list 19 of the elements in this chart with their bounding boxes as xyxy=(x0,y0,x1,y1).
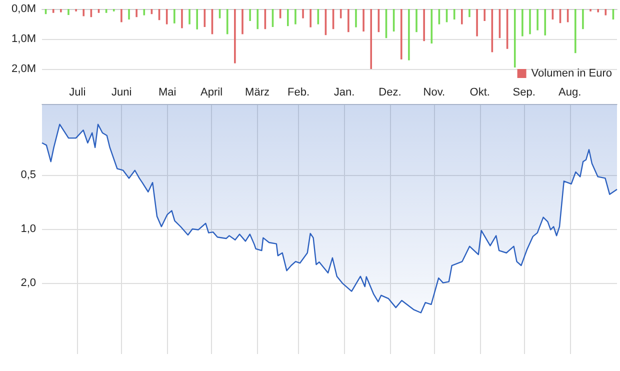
x-tick-label: Aug. xyxy=(558,86,582,98)
x-tick-label: Dez. xyxy=(378,86,402,98)
x-tick-label: Feb. xyxy=(288,86,310,98)
x-tick-label: Mai xyxy=(158,86,176,98)
y-tick-label: 0,0M xyxy=(12,3,36,15)
y-tick-label: 1,0M xyxy=(12,33,36,45)
x-tick-label: Okt. xyxy=(470,86,490,98)
x-tick-label: Juli xyxy=(69,86,86,98)
x-tick-label: Sep. xyxy=(512,86,536,98)
x-tick-label: Nov. xyxy=(423,86,446,98)
x-tick-label: Juni xyxy=(112,86,132,98)
x-tick-label: April xyxy=(200,86,223,98)
y-tick-label: 0,5 xyxy=(20,169,36,182)
legend-label: Volumen in Euro xyxy=(531,68,612,80)
x-tick-label: Jan. xyxy=(334,86,355,98)
y-tick-label: 2,0 xyxy=(20,276,36,289)
x-tick-label: März xyxy=(245,86,270,98)
y-tick-label: 1,0 xyxy=(20,223,36,235)
y-tick-label: 2,0M xyxy=(12,63,36,75)
